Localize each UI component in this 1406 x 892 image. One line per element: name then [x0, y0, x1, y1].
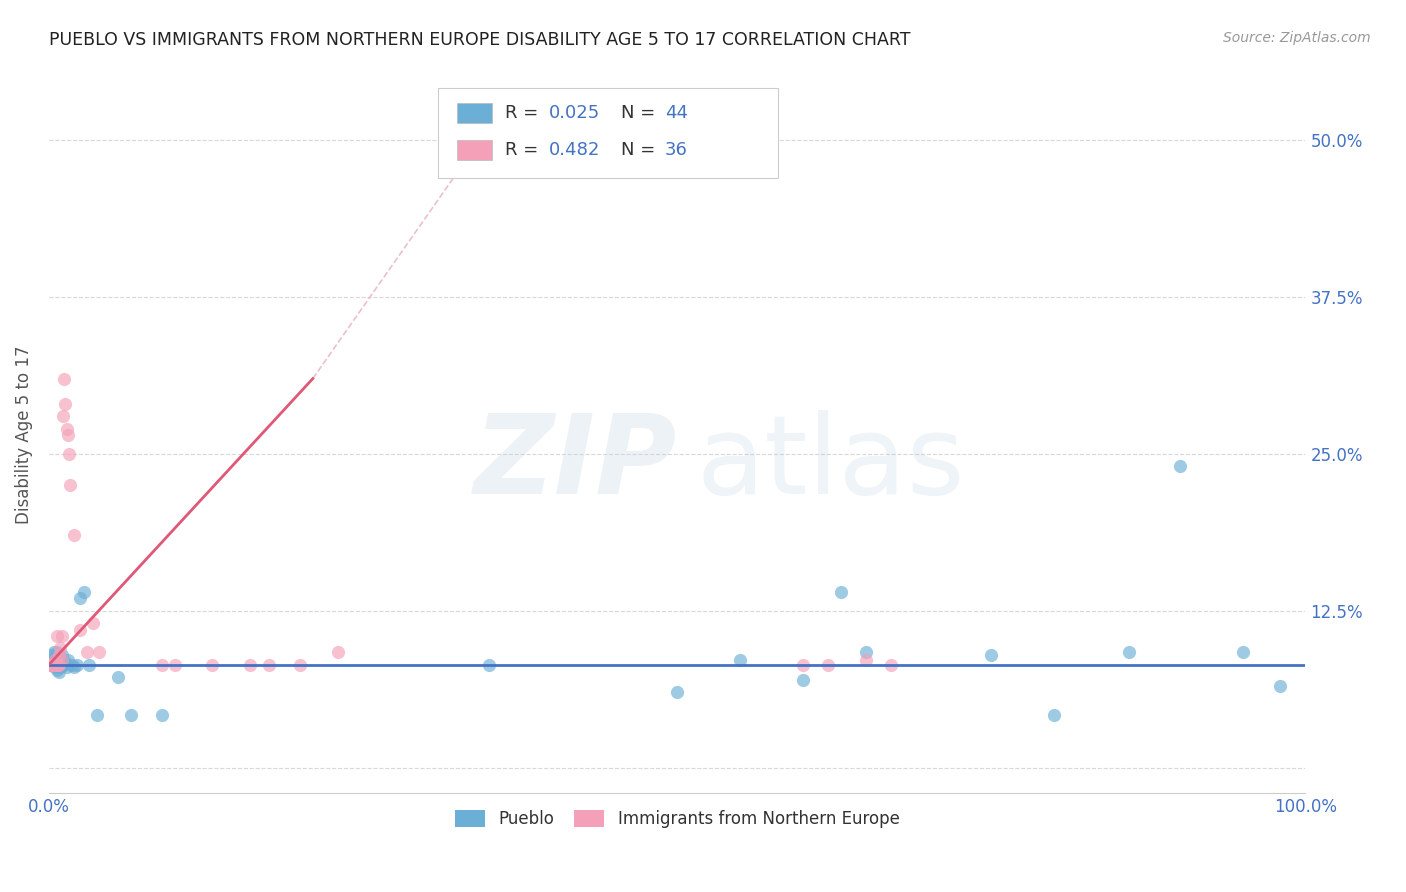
- Point: [55, 660, 77, 674]
- Point: [120, 707, 142, 722]
- FancyBboxPatch shape: [457, 103, 492, 123]
- Point: [53, 655, 76, 669]
- Point: [55, 422, 77, 436]
- Text: atlas: atlas: [696, 410, 965, 517]
- Point: [44, 660, 66, 674]
- Point: [42, 657, 65, 672]
- Text: R =: R =: [505, 142, 544, 160]
- Point: [49, 641, 72, 656]
- Point: [46, 657, 69, 672]
- Point: [56, 428, 79, 442]
- Point: [58, 447, 80, 461]
- Point: [42, 657, 65, 672]
- Point: [1232, 645, 1254, 659]
- FancyBboxPatch shape: [457, 140, 492, 161]
- Point: [89, 645, 111, 659]
- Point: [792, 673, 814, 687]
- Point: [42, 645, 65, 659]
- Point: [1270, 679, 1292, 693]
- Point: [42, 654, 65, 668]
- Point: [48, 665, 70, 680]
- Text: 44: 44: [665, 104, 688, 122]
- Point: [86, 707, 108, 722]
- Point: [49, 650, 72, 665]
- Text: 0.482: 0.482: [548, 142, 600, 160]
- Point: [69, 623, 91, 637]
- FancyBboxPatch shape: [439, 88, 778, 178]
- Point: [257, 657, 280, 672]
- Point: [53, 371, 76, 385]
- Point: [59, 478, 82, 492]
- Point: [728, 653, 751, 667]
- Point: [792, 657, 814, 672]
- Point: [48, 657, 70, 672]
- Point: [51, 657, 73, 672]
- Point: [53, 657, 76, 672]
- Point: [45, 663, 67, 677]
- Point: [45, 657, 67, 672]
- Point: [1118, 645, 1140, 659]
- Point: [60, 657, 83, 672]
- Point: [46, 648, 69, 662]
- Point: [830, 585, 852, 599]
- Point: [290, 657, 312, 672]
- Point: [53, 397, 76, 411]
- Point: [76, 645, 98, 659]
- Point: [817, 657, 839, 672]
- Point: [52, 654, 75, 668]
- Point: [855, 653, 877, 667]
- Point: [82, 616, 104, 631]
- Point: [980, 648, 1002, 662]
- Point: [46, 654, 69, 668]
- Point: [880, 657, 903, 672]
- Point: [855, 645, 877, 659]
- Point: [39, 657, 62, 672]
- Point: [51, 648, 73, 662]
- Point: [1043, 707, 1066, 722]
- Point: [39, 657, 62, 672]
- Text: ZIP: ZIP: [474, 410, 678, 517]
- Text: R =: R =: [505, 104, 544, 122]
- Text: Source: ZipAtlas.com: Source: ZipAtlas.com: [1223, 31, 1371, 45]
- Point: [41, 648, 63, 662]
- Point: [107, 670, 129, 684]
- Text: N =: N =: [620, 142, 661, 160]
- Point: [41, 657, 63, 672]
- Point: [478, 657, 501, 672]
- Point: [201, 657, 224, 672]
- Text: PUEBLO VS IMMIGRANTS FROM NORTHERN EUROPE DISABILITY AGE 5 TO 17 CORRELATION CHA: PUEBLO VS IMMIGRANTS FROM NORTHERN EUROP…: [49, 31, 911, 49]
- Point: [63, 660, 86, 674]
- Point: [51, 653, 73, 667]
- Point: [48, 657, 70, 672]
- Y-axis label: Disability Age 5 to 17: Disability Age 5 to 17: [15, 346, 32, 524]
- Point: [163, 657, 186, 672]
- Point: [150, 707, 173, 722]
- Point: [45, 629, 67, 643]
- Point: [45, 645, 67, 659]
- Point: [1168, 459, 1191, 474]
- Point: [239, 657, 262, 672]
- Point: [56, 653, 79, 667]
- Point: [49, 660, 72, 674]
- Point: [44, 650, 66, 665]
- Point: [77, 657, 100, 672]
- Point: [63, 528, 86, 542]
- Legend: Pueblo, Immigrants from Northern Europe: Pueblo, Immigrants from Northern Europe: [449, 803, 905, 834]
- Point: [52, 409, 75, 424]
- Point: [73, 585, 96, 599]
- Point: [44, 653, 66, 667]
- Text: 36: 36: [665, 142, 688, 160]
- Point: [666, 685, 689, 699]
- Text: N =: N =: [620, 104, 661, 122]
- Point: [51, 629, 73, 643]
- Point: [42, 653, 65, 667]
- Point: [326, 645, 349, 659]
- Point: [65, 657, 87, 672]
- Point: [150, 657, 173, 672]
- Point: [48, 648, 70, 662]
- Point: [69, 591, 91, 606]
- Text: 0.025: 0.025: [548, 104, 600, 122]
